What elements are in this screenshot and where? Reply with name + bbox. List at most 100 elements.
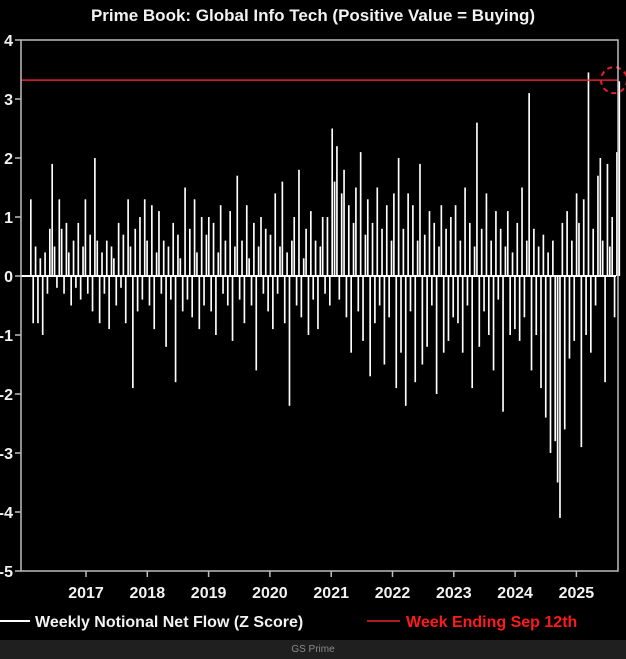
bar bbox=[267, 276, 269, 312]
bar bbox=[72, 240, 75, 276]
bar bbox=[67, 252, 70, 276]
x-tick-label: 2025 bbox=[559, 585, 595, 602]
bar bbox=[260, 217, 262, 276]
bar bbox=[141, 276, 144, 300]
x-tick-label: 2018 bbox=[130, 585, 166, 602]
bar bbox=[253, 222, 255, 276]
bar bbox=[210, 276, 213, 312]
bar bbox=[585, 276, 587, 335]
bar bbox=[151, 205, 153, 276]
bar bbox=[53, 246, 56, 276]
bar bbox=[245, 205, 248, 276]
bar bbox=[514, 276, 516, 330]
bar bbox=[29, 199, 32, 276]
x-tick-label: 2019 bbox=[191, 585, 227, 602]
legend-label-flow: Weekly Notional Net Flow (Z Score) bbox=[35, 614, 303, 631]
bar bbox=[402, 228, 405, 276]
bar bbox=[96, 240, 99, 276]
bar bbox=[129, 246, 132, 276]
bar bbox=[155, 252, 158, 276]
bar bbox=[248, 258, 250, 276]
x-tick-label: 2021 bbox=[313, 585, 349, 602]
bar bbox=[122, 234, 125, 276]
bar bbox=[226, 276, 229, 306]
bar bbox=[561, 222, 564, 276]
bar bbox=[388, 276, 390, 318]
y-tick-label: 3 bbox=[4, 92, 13, 109]
bar bbox=[127, 199, 129, 276]
bar bbox=[91, 276, 94, 312]
bar bbox=[250, 276, 253, 306]
bar bbox=[400, 276, 402, 353]
bar bbox=[41, 276, 44, 335]
bar bbox=[205, 234, 208, 276]
bar bbox=[421, 276, 424, 365]
bar bbox=[616, 152, 618, 276]
y-tick-label: 1 bbox=[4, 210, 13, 227]
bar bbox=[502, 276, 504, 412]
bar bbox=[160, 276, 163, 294]
bar bbox=[523, 276, 526, 318]
legend-label-reference: Week Ending Sep 12th bbox=[406, 614, 577, 631]
bar bbox=[347, 205, 350, 276]
bar bbox=[431, 276, 433, 306]
bar bbox=[592, 228, 595, 276]
bar bbox=[117, 222, 120, 276]
bar bbox=[243, 276, 246, 324]
bar bbox=[504, 246, 507, 276]
bar bbox=[65, 222, 68, 276]
bar bbox=[495, 211, 497, 276]
bar bbox=[497, 276, 500, 300]
bar bbox=[461, 276, 464, 353]
bar bbox=[56, 276, 58, 288]
y-tick-label: -3 bbox=[0, 446, 13, 463]
highlight-circle bbox=[600, 66, 626, 95]
bar bbox=[352, 222, 355, 276]
bar bbox=[528, 93, 530, 276]
bar bbox=[407, 193, 409, 276]
bar bbox=[506, 211, 509, 276]
bar bbox=[174, 276, 177, 383]
bar bbox=[143, 199, 146, 276]
bar bbox=[480, 228, 483, 276]
bar bbox=[599, 158, 602, 276]
bar bbox=[262, 276, 265, 294]
source-footer: GS Prime bbox=[0, 640, 626, 659]
bar bbox=[383, 276, 386, 365]
bar bbox=[32, 276, 35, 324]
bar bbox=[452, 276, 455, 318]
bar bbox=[571, 240, 573, 276]
bar bbox=[269, 234, 272, 276]
bar bbox=[333, 181, 336, 276]
bar bbox=[331, 128, 334, 276]
bar bbox=[305, 228, 307, 276]
bar bbox=[426, 276, 428, 347]
bar bbox=[594, 276, 597, 306]
bar bbox=[120, 276, 122, 288]
bar bbox=[300, 276, 303, 318]
bar bbox=[530, 276, 533, 371]
bar bbox=[215, 276, 217, 335]
bar bbox=[132, 276, 134, 389]
bar bbox=[464, 187, 466, 276]
bar bbox=[350, 276, 353, 353]
bar bbox=[364, 234, 367, 276]
bar bbox=[362, 276, 364, 341]
y-tick-label: -4 bbox=[0, 505, 13, 522]
bar bbox=[310, 211, 312, 276]
bar bbox=[483, 276, 485, 312]
bar bbox=[241, 240, 243, 276]
bar bbox=[556, 276, 559, 483]
bar bbox=[457, 276, 459, 324]
axes: 4 3 2 1 0 -1 -2 -3 -4 -5 2017 2018 2019 2020 2021 2022 2… bbox=[0, 33, 619, 602]
bar bbox=[115, 276, 118, 306]
bar bbox=[601, 240, 604, 276]
bar bbox=[423, 234, 426, 276]
bar bbox=[499, 228, 502, 276]
bar bbox=[82, 246, 84, 276]
bar bbox=[582, 199, 585, 276]
bar bbox=[428, 211, 431, 276]
bar bbox=[490, 240, 493, 276]
y-tick-label: -1 bbox=[0, 328, 13, 345]
x-tick-label: 2017 bbox=[68, 585, 104, 602]
